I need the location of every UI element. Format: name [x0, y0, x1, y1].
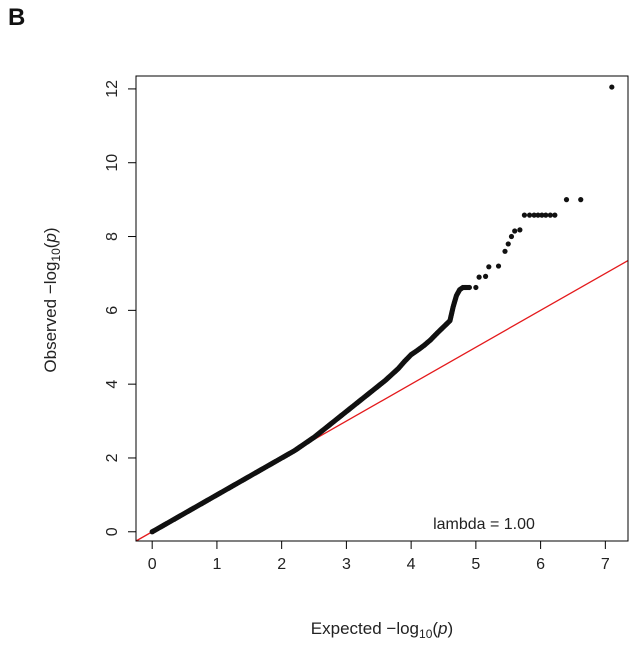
points-layer [149, 84, 615, 535]
x-axis-label: Expected −log10(p) [311, 619, 453, 641]
data-point [476, 274, 482, 280]
y-tick-label: 8 [104, 232, 121, 241]
data-point [482, 273, 489, 279]
data-point [535, 212, 541, 218]
y-tick-label: 6 [104, 306, 121, 315]
y-tick-label: 10 [104, 154, 121, 172]
x-tick-label: 4 [407, 556, 416, 573]
data-point [517, 227, 523, 233]
panel-label: B [8, 4, 26, 31]
x-tick-label: 2 [277, 556, 286, 573]
data-point [521, 212, 528, 218]
y-axis: 0 2 4 6 8 10 12 [104, 80, 137, 536]
data-point [539, 212, 545, 218]
x-tick-label: 7 [601, 556, 610, 573]
x-tick-label: 1 [212, 556, 221, 573]
y-tick-label: 4 [104, 380, 121, 389]
data-point [543, 212, 549, 218]
data-point [512, 228, 518, 234]
y-tick-label: 0 [104, 527, 121, 536]
plot-frame [135, 75, 629, 542]
data-point [466, 284, 472, 291]
data-point [563, 197, 570, 203]
data-point [486, 264, 492, 270]
x-tick-label: 3 [342, 556, 351, 573]
data-point [609, 84, 615, 90]
x-tick-label: 5 [471, 556, 480, 573]
data-point [473, 284, 479, 291]
y-tick-label: 12 [104, 80, 121, 98]
data-point [552, 212, 558, 218]
lambda-annotation: lambda = 1.00 [433, 516, 535, 533]
data-point [502, 248, 508, 254]
data-point [547, 212, 553, 218]
y-axis-label: Observed −log10(p) [41, 227, 63, 372]
data-point [578, 197, 584, 203]
x-tick-label: 0 [148, 556, 157, 573]
y-tick-label: 2 [104, 453, 121, 462]
data-point [508, 233, 515, 240]
x-tick-label: 6 [536, 556, 545, 573]
data-point [531, 212, 537, 218]
data-point [527, 212, 533, 218]
x-axis: 0 1 2 3 4 5 6 7 [148, 540, 610, 573]
data-point [495, 263, 502, 269]
data-point [505, 241, 511, 247]
